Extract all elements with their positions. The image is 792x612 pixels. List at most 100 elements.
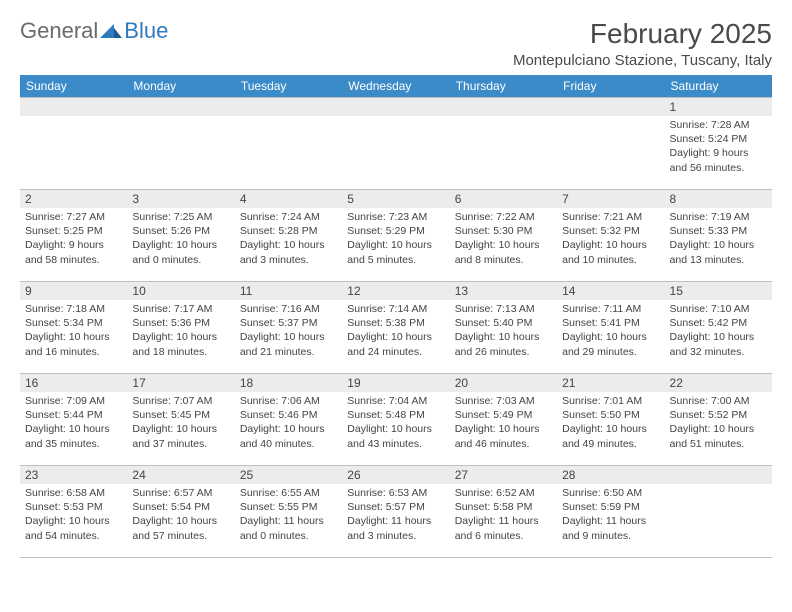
daylight-text: Daylight: 10 hours and 24 minutes. [347,330,444,358]
calendar-day-cell: 15Sunrise: 7:10 AMSunset: 5:42 PMDayligh… [665,282,772,374]
calendar-day-cell: 23Sunrise: 6:58 AMSunset: 5:53 PMDayligh… [20,466,127,558]
sunrise-text: Sunrise: 7:25 AM [132,210,229,224]
sunset-text: Sunset: 5:59 PM [562,500,659,514]
calendar-day-cell: 17Sunrise: 7:07 AMSunset: 5:45 PMDayligh… [127,374,234,466]
sunrise-text: Sunrise: 7:03 AM [455,394,552,408]
calendar-day-cell: 24Sunrise: 6:57 AMSunset: 5:54 PMDayligh… [127,466,234,558]
daylight-text: Daylight: 10 hours and 5 minutes. [347,238,444,266]
calendar-week-row: 1Sunrise: 7:28 AMSunset: 5:24 PMDaylight… [20,98,772,190]
calendar-day-cell [665,466,772,558]
day-number: 3 [127,190,234,208]
daylight-text: Daylight: 11 hours and 6 minutes. [455,514,552,542]
calendar-day-cell: 22Sunrise: 7:00 AMSunset: 5:52 PMDayligh… [665,374,772,466]
daylight-text: Daylight: 11 hours and 0 minutes. [240,514,337,542]
sunrise-text: Sunrise: 7:01 AM [562,394,659,408]
day-number: 28 [557,466,664,484]
day-number [342,98,449,116]
day-detail: Sunrise: 6:53 AMSunset: 5:57 PMDaylight:… [342,484,449,547]
calendar-day-cell: 5 Sunrise: 7:23 AMSunset: 5:29 PMDaylight… [342,190,449,282]
calendar-week-row: 2Sunrise: 7:27 AMSunset: 5:25 PMDaylight… [20,190,772,282]
sunset-text: Sunset: 5:42 PM [670,316,767,330]
calendar-week-row: 23Sunrise: 6:58 AMSunset: 5:53 PMDayligh… [20,466,772,558]
day-number: 25 [235,466,342,484]
sunrise-text: Sunrise: 7:23 AM [347,210,444,224]
day-number: 4 [235,190,342,208]
sunset-text: Sunset: 5:49 PM [455,408,552,422]
sunset-text: Sunset: 5:41 PM [562,316,659,330]
sunrise-text: Sunrise: 6:57 AM [132,486,229,500]
day-number: 16 [20,374,127,392]
calendar-day-cell: 25 Sunrise: 6:55 AMSunset: 5:55 PMDayligh… [235,466,342,558]
sunrise-text: Sunrise: 6:50 AM [562,486,659,500]
sunrise-text: Sunrise: 6:52 AM [455,486,552,500]
calendar-week-row: 16Sunrise: 7:09 AMSunset: 5:44 PMDayligh… [20,374,772,466]
day-detail: Sunrise: 7:03 AMSunset: 5:49 PMDaylight:… [450,392,557,455]
calendar-week-row: 9Sunrise: 7:18 AMSunset: 5:34 PMDaylight… [20,282,772,374]
calendar-day-cell: 26Sunrise: 6:53 AMSunset: 5:57 PMDayligh… [342,466,449,558]
sunset-text: Sunset: 5:44 PM [25,408,122,422]
brand-triangle-icon [100,18,122,44]
daylight-text: Daylight: 10 hours and 35 minutes. [25,422,122,450]
calendar-day-cell: 13Sunrise: 7:13 AMSunset: 5:40 PMDayligh… [450,282,557,374]
sunset-text: Sunset: 5:52 PM [670,408,767,422]
daylight-text: Daylight: 10 hours and 10 minutes. [562,238,659,266]
day-number: 18 [235,374,342,392]
day-number: 7 [557,190,664,208]
sunset-text: Sunset: 5:55 PM [240,500,337,514]
daylight-text: Daylight: 10 hours and 8 minutes. [455,238,552,266]
day-number [450,98,557,116]
calendar-day-cell: 1Sunrise: 7:28 AMSunset: 5:24 PMDaylight… [665,98,772,190]
sunset-text: Sunset: 5:32 PM [562,224,659,238]
location-subtitle: Montepulciano Stazione, Tuscany, Italy [513,52,772,69]
calendar-day-cell: 4Sunrise: 7:24 AMSunset: 5:28 PMDaylight… [235,190,342,282]
sunset-text: Sunset: 5:40 PM [455,316,552,330]
sunset-text: Sunset: 5:24 PM [670,132,767,146]
calendar-day-cell: 19Sunrise: 7:04 AMSunset: 5:48 PMDayligh… [342,374,449,466]
sunrise-text: Sunrise: 6:58 AM [25,486,122,500]
sunset-text: Sunset: 5:28 PM [240,224,337,238]
daylight-text: Daylight: 10 hours and 32 minutes. [670,330,767,358]
sunrise-text: Sunrise: 7:07 AM [132,394,229,408]
day-number [665,466,772,484]
sunrise-text: Sunrise: 7:22 AM [455,210,552,224]
day-detail: Sunrise: 7:01 AMSunset: 5:50 PMDaylight:… [557,392,664,455]
sunrise-text: Sunrise: 7:27 AM [25,210,122,224]
sunrise-text: Sunrise: 7:19 AM [670,210,767,224]
day-number: 22 [665,374,772,392]
calendar-day-cell [235,98,342,190]
daylight-text: Daylight: 10 hours and 37 minutes. [132,422,229,450]
sunset-text: Sunset: 5:36 PM [132,316,229,330]
calendar-day-cell: 12Sunrise: 7:14 AMSunset: 5:38 PMDayligh… [342,282,449,374]
day-detail: Sunrise: 7:18 AMSunset: 5:34 PMDaylight:… [20,300,127,363]
sunrise-text: Sunrise: 7:09 AM [25,394,122,408]
sunrise-text: Sunrise: 6:55 AM [240,486,337,500]
sunset-text: Sunset: 5:37 PM [240,316,337,330]
day-number: 27 [450,466,557,484]
daylight-text: Daylight: 10 hours and 57 minutes. [132,514,229,542]
brand-logo: General Blue [20,18,168,44]
day-number: 10 [127,282,234,300]
sunrise-text: Sunrise: 7:16 AM [240,302,337,316]
day-detail: Sunrise: 6:57 AMSunset: 5:54 PMDaylight:… [127,484,234,547]
sunrise-text: Sunrise: 7:18 AM [25,302,122,316]
sunrise-text: Sunrise: 7:04 AM [347,394,444,408]
sunrise-text: Sunrise: 7:11 AM [562,302,659,316]
day-number: 2 [20,190,127,208]
month-year-title: February 2025 [513,18,772,50]
daylight-text: Daylight: 10 hours and 0 minutes. [132,238,229,266]
calendar-day-cell: 7Sunrise: 7:21 AMSunset: 5:32 PMDaylight… [557,190,664,282]
sunrise-text: Sunrise: 7:14 AM [347,302,444,316]
sunrise-text: Sunrise: 7:13 AM [455,302,552,316]
sunset-text: Sunset: 5:29 PM [347,224,444,238]
daylight-text: Daylight: 11 hours and 3 minutes. [347,514,444,542]
sunrise-text: Sunrise: 7:00 AM [670,394,767,408]
day-detail: Sunrise: 7:11 AMSunset: 5:41 PMDaylight:… [557,300,664,363]
day-number: 14 [557,282,664,300]
day-number: 5 [342,190,449,208]
weekday-header: Tuesday [235,75,342,98]
day-number: 11 [235,282,342,300]
daylight-text: Daylight: 10 hours and 26 minutes. [455,330,552,358]
day-number: 19 [342,374,449,392]
day-detail: Sunrise: 7:04 AMSunset: 5:48 PMDaylight:… [342,392,449,455]
sunset-text: Sunset: 5:53 PM [25,500,122,514]
